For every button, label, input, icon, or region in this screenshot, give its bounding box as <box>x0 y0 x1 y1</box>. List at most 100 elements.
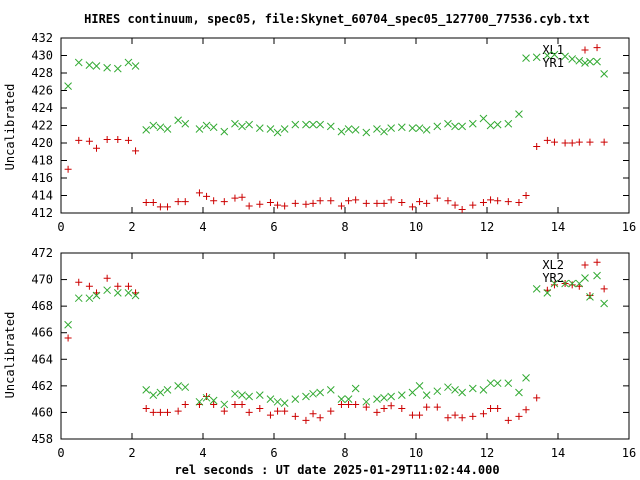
panel-2-series-YR2 <box>64 271 609 409</box>
panel-2-point-YR2 <box>532 285 541 293</box>
panel-1-point-YR1 <box>504 119 513 128</box>
panel-2-point-XL2 <box>380 404 388 412</box>
panel-2-legend-marker-YR2 <box>581 274 589 282</box>
panel-2-point-XL2 <box>281 407 289 415</box>
panel-2-point-XL2 <box>274 407 282 415</box>
panel-1-point-YR1 <box>575 56 584 65</box>
panel-1-point-XL1 <box>203 192 211 200</box>
panel-1-ytick-label: 418 <box>31 154 53 168</box>
panel-2-point-YR2 <box>568 279 577 288</box>
panel-1-xtick-label: 2 <box>128 220 135 234</box>
panel-1-point-YR1 <box>408 124 417 132</box>
chart-title: HIRES continuum, spec05, file:Skynet_607… <box>84 12 590 27</box>
panel-1-point-XL1 <box>433 194 441 202</box>
panel-1-point-XL1 <box>469 201 477 209</box>
panel-1-point-XL1 <box>522 192 530 199</box>
panel-2-point-YR2 <box>387 392 396 401</box>
panel-2-point-XL2 <box>103 274 111 282</box>
panel-2-point-YR2 <box>113 289 122 297</box>
panel-2-ytick-label: 468 <box>31 299 53 313</box>
panel-1-point-XL1 <box>164 203 171 211</box>
panel-1-point-YR1 <box>131 62 140 70</box>
panel-2-xtick-label: 6 <box>270 446 277 460</box>
panel-1-point-YR1 <box>85 61 94 69</box>
panel-2-point-XL2 <box>124 282 132 290</box>
panel-1-point-XL1 <box>245 202 253 210</box>
panel-1-point-XL1 <box>64 165 72 173</box>
panel-1-point-YR1 <box>351 126 360 134</box>
panel-2-point-XL2 <box>164 408 171 416</box>
panel-1-ytick-label: 422 <box>31 119 53 133</box>
panel-2-point-XL2 <box>373 408 381 416</box>
panel-2-point-YR2 <box>600 299 609 308</box>
panel-2-point-YR2 <box>515 388 523 397</box>
panel-1-xtick-label: 6 <box>270 220 277 234</box>
panel-2-point-YR2 <box>543 289 552 297</box>
panel-1-series-YR1 <box>64 50 609 137</box>
panel-1-legend-marker-XL1 <box>581 46 589 54</box>
panel-2-point-YR2 <box>209 396 218 405</box>
panel-1-point-XL1 <box>195 189 203 197</box>
panel-2-point-YR2 <box>142 385 151 394</box>
panel-2-point-XL2 <box>203 392 211 400</box>
panel-2-point-YR2 <box>64 320 72 329</box>
panel-2-point-YR2 <box>373 395 381 403</box>
panel-2-point-XL2 <box>586 292 594 300</box>
panel-2-point-YR2 <box>92 291 101 300</box>
panel-2-point-XL2 <box>362 403 370 411</box>
panel-2-point-XL2 <box>238 400 246 408</box>
panel-2-point-YR2 <box>174 382 183 390</box>
panel-1-point-YR1 <box>458 122 467 131</box>
panel-2-point-YR2 <box>344 395 353 403</box>
panel-1-point-XL1 <box>174 198 182 206</box>
panel-1-point-XL1 <box>85 137 93 145</box>
panel-2-point-YR2 <box>245 392 254 401</box>
panel-1-point-YR1 <box>238 122 246 131</box>
panel-1-point-YR1 <box>255 124 264 132</box>
panel-1-point-YR1 <box>266 125 275 133</box>
panel-2-point-XL2 <box>451 411 459 419</box>
panel-2-point-XL2 <box>593 258 601 266</box>
panel-2-point-YR2 <box>280 399 289 407</box>
panel-1-point-XL1 <box>238 193 246 201</box>
panel-1-point-YR1 <box>397 123 406 132</box>
panel-1-point-YR1 <box>92 62 101 70</box>
panel-2-point-XL2 <box>345 400 353 408</box>
panel-2-point-YR2 <box>486 379 495 388</box>
panel-1-point-XL1 <box>274 201 282 209</box>
panel-1-ytick-label: 428 <box>31 66 53 80</box>
panel-1-point-YR1 <box>451 122 459 131</box>
panel-1-point-XL1 <box>586 138 594 146</box>
panel-1-point-XL1 <box>256 200 264 208</box>
panel-1-point-YR1 <box>209 123 218 132</box>
panel-2-ytick-label: 470 <box>31 273 53 287</box>
panel-1-point-YR1 <box>142 126 151 134</box>
panel-2-xtick-label: 4 <box>199 446 206 460</box>
panel-1-xtick-label: 4 <box>199 220 206 234</box>
panel-2-point-YR2 <box>550 279 559 288</box>
panel-2-point-XL2 <box>504 416 512 424</box>
panel-1-point-YR1 <box>600 70 609 78</box>
panel-2-point-XL2 <box>142 404 150 412</box>
panel-1-point-YR1 <box>593 57 601 66</box>
panel-2-ytick-label: 460 <box>31 405 53 419</box>
panel-2-legend-marker-XL2 <box>581 261 589 269</box>
panel-2-point-XL2 <box>256 404 264 412</box>
panel-1-point-YR1 <box>273 128 282 137</box>
panel-2-ytick-label: 464 <box>31 352 53 366</box>
panel-1-ytick-label: 430 <box>31 49 53 63</box>
panel-2-point-YR2 <box>131 291 140 300</box>
panel-2-point-XL2 <box>515 412 523 420</box>
panel-1-point-XL1 <box>600 138 608 146</box>
panel-2-point-YR2 <box>451 385 459 394</box>
panel-2-point-YR2 <box>337 395 346 403</box>
panel-2-point-XL2 <box>522 406 530 414</box>
panel-2-point-YR2 <box>238 391 246 400</box>
panel-1-point-YR1 <box>302 120 310 129</box>
panel-2-point-XL2 <box>387 402 395 410</box>
panel-1-point-XL1 <box>398 199 406 206</box>
panel-1-point-YR1 <box>568 55 577 63</box>
panel-1-xtick-label: 8 <box>341 220 348 234</box>
panel-2-xtick-label: 14 <box>551 446 565 460</box>
panel-2-point-XL2 <box>600 285 608 293</box>
